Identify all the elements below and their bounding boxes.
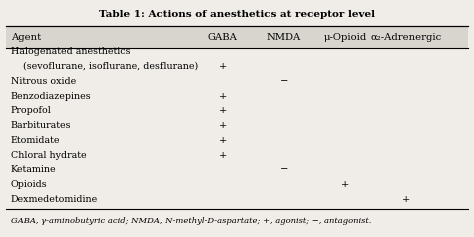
- Text: Barbiturates: Barbiturates: [11, 121, 71, 130]
- Text: μ-Opioid: μ-Opioid: [323, 33, 367, 42]
- Text: Dexmedetomidine: Dexmedetomidine: [11, 195, 98, 204]
- Text: +: +: [341, 180, 349, 189]
- Text: Table 1: Actions of anesthetics at receptor level: Table 1: Actions of anesthetics at recep…: [99, 9, 375, 18]
- FancyBboxPatch shape: [6, 27, 467, 48]
- Text: +: +: [219, 91, 227, 100]
- Text: Agent: Agent: [11, 33, 41, 42]
- Text: +: +: [219, 136, 227, 145]
- Text: −: −: [280, 77, 288, 86]
- Text: Halogenated anesthetics: Halogenated anesthetics: [11, 47, 130, 56]
- Text: GABA, γ-aminobutyric acid; NMDA, N-methyl-D-aspartate; +, agonist; −, antagonist: GABA, γ-aminobutyric acid; NMDA, N-methy…: [11, 217, 371, 225]
- Text: GABA: GABA: [208, 33, 237, 42]
- Text: NMDA: NMDA: [267, 33, 301, 42]
- Text: Propofol: Propofol: [11, 106, 52, 115]
- Text: Opioids: Opioids: [11, 180, 47, 189]
- Text: (sevoflurane, isoflurane, desflurane): (sevoflurane, isoflurane, desflurane): [11, 62, 198, 71]
- Text: +: +: [219, 121, 227, 130]
- Text: Nitrous oxide: Nitrous oxide: [11, 77, 76, 86]
- Text: +: +: [219, 150, 227, 160]
- Text: Chloral hydrate: Chloral hydrate: [11, 150, 86, 160]
- Text: +: +: [219, 106, 227, 115]
- Text: −: −: [280, 165, 288, 174]
- Text: Ketamine: Ketamine: [11, 165, 56, 174]
- Text: α₂-Adrenergic: α₂-Adrenergic: [371, 33, 442, 42]
- Text: Etomidate: Etomidate: [11, 136, 60, 145]
- Text: +: +: [402, 195, 410, 204]
- Text: Benzodiazepines: Benzodiazepines: [11, 91, 91, 100]
- Text: +: +: [219, 62, 227, 71]
